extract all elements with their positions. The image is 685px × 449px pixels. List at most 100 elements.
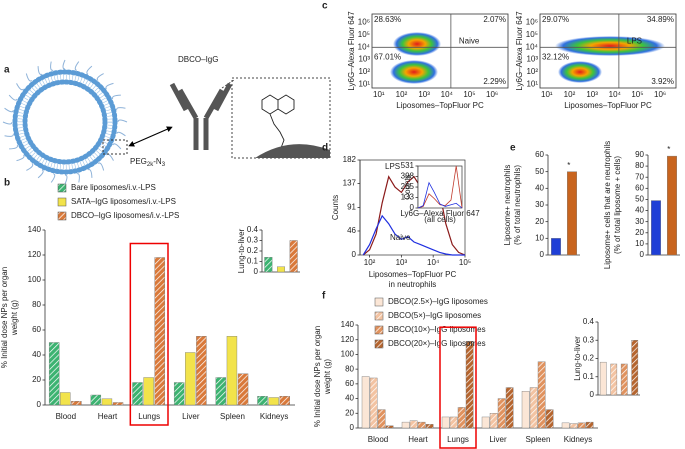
bar	[537, 361, 546, 429]
bar	[132, 382, 143, 406]
y-tick-label: 10¹	[358, 79, 370, 88]
y-tick-label: 10	[535, 233, 544, 242]
bar	[277, 266, 286, 273]
legend-swatch	[57, 197, 67, 207]
bar	[257, 396, 268, 406]
y-tick-label: 137	[343, 179, 357, 188]
bar	[409, 420, 418, 429]
density	[393, 32, 441, 56]
y-tick-label: 10⁶	[526, 18, 538, 27]
y-tick-label: 40	[635, 206, 644, 215]
bar	[667, 155, 678, 256]
y-tick-label: 10²	[526, 67, 538, 76]
bar	[101, 398, 113, 406]
bar	[215, 377, 227, 406]
y-tick-label: 60	[345, 379, 354, 388]
quadrant-value: 28.63%	[374, 15, 401, 24]
bar	[610, 363, 618, 396]
y-tick-label: 0.4	[583, 317, 595, 326]
series-label: Naive	[390, 233, 411, 242]
y-tick-label: 70	[635, 172, 644, 181]
x-tick-label: 10²	[364, 258, 376, 267]
y-tick-label: 120	[341, 335, 355, 344]
panel-label: e	[510, 143, 516, 154]
x-tick-label: 10⁶	[486, 90, 498, 99]
y-tick-label: 0.4	[247, 225, 259, 234]
bar	[505, 387, 514, 429]
series-label: LPS	[385, 162, 400, 171]
bar	[449, 416, 458, 429]
y-tick-label: 40	[345, 394, 354, 403]
condition-label: Naive	[459, 36, 480, 45]
y-tick-label: 531	[401, 161, 415, 170]
y-tick-label: 0	[350, 423, 355, 432]
bar	[185, 352, 196, 406]
y-tick-label: 50	[635, 195, 644, 204]
peg-text: PEG	[130, 157, 147, 166]
quadrant-value: 2.29%	[483, 77, 506, 86]
y-tick-label: 133	[401, 193, 415, 202]
y-axis-label: Counts	[331, 195, 340, 220]
bar	[279, 396, 290, 406]
y-axis-label: weight (g)	[10, 300, 19, 336]
x-tick-label: Lungs	[447, 435, 469, 444]
bar	[264, 257, 273, 273]
y-tick-label: 0.3	[583, 335, 595, 344]
bar	[497, 398, 506, 429]
bar	[620, 363, 628, 396]
y-tick-label: 182	[343, 155, 357, 164]
y-tick-label: 91	[347, 203, 356, 212]
bar	[529, 387, 538, 429]
y-tick-label: 0	[410, 203, 415, 212]
y-tick-label: 0.1	[583, 372, 595, 381]
x-tick-label: 10⁵	[459, 258, 471, 267]
bar	[457, 407, 466, 429]
y-tick-label: 46	[347, 226, 356, 235]
highlight-box	[129, 242, 169, 426]
bar	[599, 361, 607, 396]
bar	[585, 421, 594, 429]
y-axis-label: Ly6G–Alexa Fluor 647	[515, 11, 524, 91]
bar	[226, 336, 238, 406]
bar	[425, 424, 434, 429]
plot-frame	[359, 159, 466, 256]
y-tick-label: 20	[345, 408, 354, 417]
y-tick-label: 60	[535, 150, 544, 159]
x-tick-label: 10⁶	[654, 90, 666, 99]
x-tick-label: Heart	[408, 435, 428, 444]
x-tick-label: Heart	[98, 412, 118, 421]
y-tick-label: 0	[352, 250, 357, 259]
y-tick-label: 0.3	[247, 236, 259, 245]
x-tick-label: 10³	[418, 90, 430, 99]
x-tick-label: 10⁵	[463, 90, 475, 99]
legend-label: DBCO(2.5×)–IgG liposomes	[388, 297, 488, 306]
x-tick-label: 10⁵	[631, 90, 643, 99]
y-tick-label: 10²	[358, 67, 370, 76]
bar	[289, 240, 298, 273]
x-tick-label: 10⁴	[609, 90, 622, 99]
x-tick-label: 10²	[564, 90, 576, 99]
y-tick-label: 40	[535, 183, 544, 192]
y-tick-label: 10³	[526, 55, 538, 64]
x-tick-label: Spleen	[220, 412, 245, 421]
bar	[465, 340, 474, 429]
peg-sub: 3	[162, 162, 166, 168]
bar	[90, 394, 102, 406]
bar	[561, 422, 570, 429]
y-axis-label: Liposome+ cells that are neutrophils	[603, 141, 612, 269]
annotation: *	[567, 161, 570, 170]
y-tick-label: 0	[540, 250, 545, 259]
series-line	[362, 214, 465, 256]
y-tick-label: 265	[401, 182, 415, 191]
x-tick-label: 10⁴	[441, 90, 454, 99]
y-tick-label: 80	[635, 161, 644, 170]
y-axis-label: Lung-to-liver	[237, 228, 246, 273]
y-tick-label: 30	[535, 200, 544, 209]
bar	[154, 257, 165, 406]
peg-sub: 2k	[147, 162, 154, 168]
y-axis-label: % Initial dose NPs per organ	[0, 267, 9, 368]
liposome-diagram	[2, 59, 331, 185]
bar	[417, 421, 426, 429]
peg-label: PEG2k-N3	[130, 157, 166, 167]
x-axis-label: Liposomes–TopFluor PC	[564, 101, 652, 110]
